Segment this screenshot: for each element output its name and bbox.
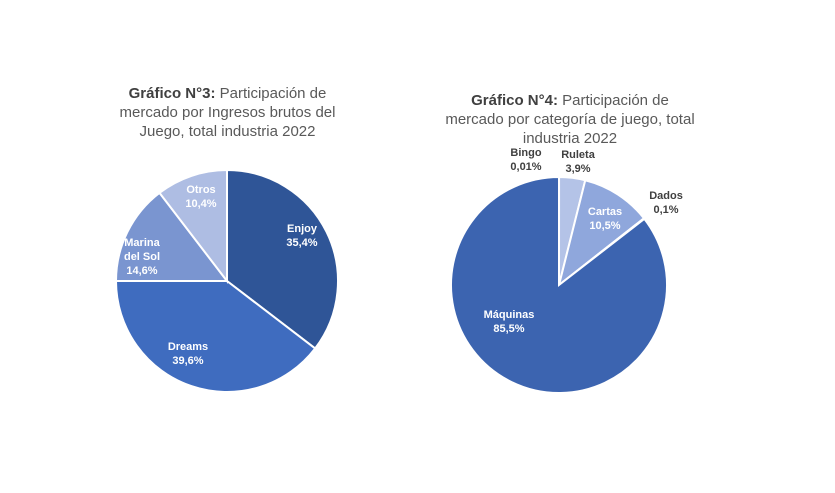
pie3-slice-otros bbox=[158, 168, 228, 284]
chart3-title-bold: Gráfico N°3: bbox=[128, 85, 216, 102]
chart4-title-bold: Gráfico N°4: bbox=[471, 92, 558, 109]
pie3-label-enjoy: Enjoy 35,4% bbox=[286, 223, 317, 249]
pie4-label-ruleta: Ruleta 3,9% bbox=[561, 149, 596, 175]
chart3-title: Gráfico N°3: Participación de mercado po… bbox=[100, 84, 355, 141]
pie3-label-marina-del-sol: Marina del Sol 14,6% bbox=[124, 237, 161, 277]
pie3-slice-dreams bbox=[114, 280, 317, 393]
pie4-label-bingo: Bingo 0,01% bbox=[510, 147, 541, 173]
pie3-label-dreams: Dreams 39,6% bbox=[168, 341, 208, 367]
pie3-slice-enjoy bbox=[226, 168, 339, 350]
pie3-label-otros: Otros 10,4% bbox=[185, 184, 216, 210]
chart4-title-text: Participación de mercado por categoría d… bbox=[445, 92, 695, 147]
pie3-slice-marina-del-sol bbox=[114, 191, 230, 282]
pie4-label-cartas: Cartas 10,5% bbox=[588, 206, 622, 232]
pie4-slice-maquinas bbox=[450, 175, 668, 394]
pie4-label-dados: Dados 0,1% bbox=[649, 190, 683, 216]
pie4-slice-cartas bbox=[557, 179, 646, 288]
chart3-title-text: Participación de mercado por Ingresos br… bbox=[119, 85, 336, 140]
chart4-title: Gráfico N°4: Participación de mercado po… bbox=[440, 91, 700, 148]
pie4-label-maquinas: Máquinas 85,5% bbox=[484, 309, 535, 335]
